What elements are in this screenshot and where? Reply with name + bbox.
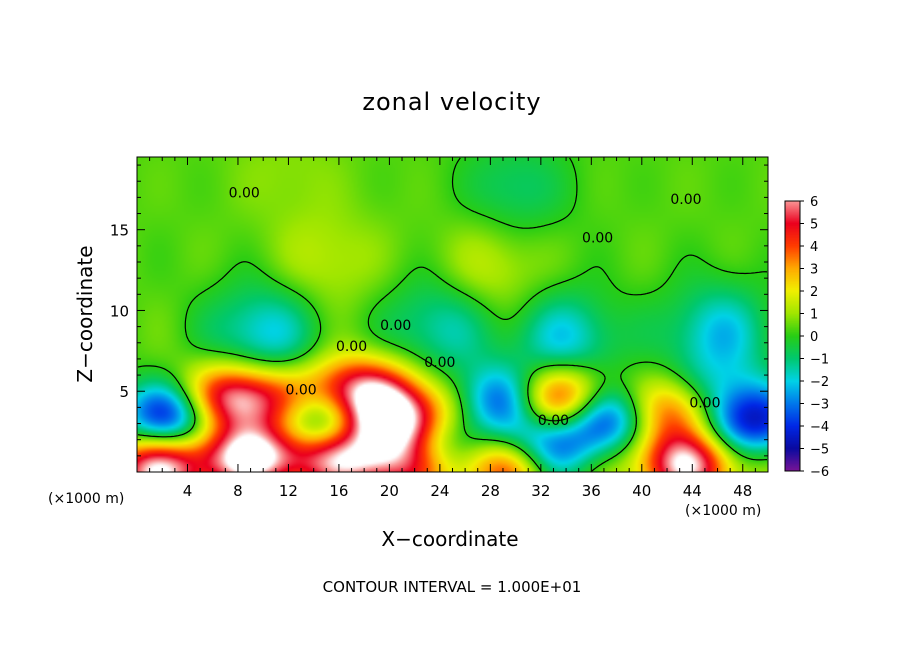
- contour-label: 0.00: [285, 382, 316, 398]
- y-tick-label: 10: [110, 302, 129, 320]
- x-unit-label-left: (×1000 m): [48, 491, 125, 507]
- y-tick-label: 5: [119, 383, 129, 401]
- colorbar-tick-label: 1: [810, 308, 818, 323]
- x-tick-label: 28: [481, 482, 500, 500]
- x-tick-label: 32: [531, 482, 550, 500]
- velocity-field: [137, 157, 768, 472]
- colorbar-tick-label: 0: [810, 330, 818, 345]
- contour-label: 0.00: [229, 185, 260, 201]
- x-tick-label: 16: [329, 482, 348, 500]
- colorbar-tick-label: 4: [810, 240, 818, 255]
- x-tick-label: 36: [582, 482, 601, 500]
- colorbar-tick-label: −5: [810, 443, 829, 458]
- contour-labels: 0.00 0.00 0.00 0.00 0.00 0.00 0.00 0.00 0.00: [229, 185, 721, 429]
- x-unit-label-right: (×1000 m): [685, 503, 762, 519]
- colorbar-tick-label: 5: [810, 218, 818, 233]
- colorbar-ticks: 6 5 4 3 2 1 0 −1 −2 −3 −4 −5 −6: [800, 195, 829, 480]
- x-axis: 4 8 12 16 20 24 28 32 36 40 44 48: [149, 157, 756, 500]
- x-tick-label: 40: [632, 482, 651, 500]
- colorbar-tick-label: 3: [810, 263, 818, 278]
- colorbar-tick-label: −4: [810, 420, 829, 435]
- x-tick-label: 8: [233, 482, 243, 500]
- colorbar-tick-label: −1: [810, 353, 829, 368]
- colorbar-tick-label: −2: [810, 375, 829, 390]
- contour-label: 0.00: [424, 355, 455, 371]
- x-tick-label: 20: [380, 482, 399, 500]
- contour-interval-note: CONTOUR INTERVAL = 1.000E+01: [322, 578, 582, 596]
- chart-title: zonal velocity: [362, 88, 542, 116]
- colorbar-tick-label: −6: [810, 465, 829, 480]
- y-tick-label: 15: [110, 222, 129, 240]
- colorbar: [785, 201, 800, 471]
- x-tick-label: 48: [733, 482, 752, 500]
- contour-label: 0.00: [689, 395, 720, 411]
- contour-label: 0.00: [538, 413, 569, 429]
- zero-contour-line: [137, 157, 768, 472]
- contour-label: 0.00: [670, 192, 701, 208]
- x-tick-label: 24: [430, 482, 449, 500]
- contour-label: 0.00: [336, 339, 367, 355]
- x-tick-label: 44: [683, 482, 702, 500]
- contour-lines: [137, 157, 768, 472]
- x-tick-label: 4: [183, 482, 193, 500]
- x-tick-label: 12: [279, 482, 298, 500]
- colorbar-tick-label: 6: [810, 195, 818, 210]
- colorbar-tick-label: −3: [810, 398, 829, 413]
- y-axis: 5 10 15: [110, 164, 768, 457]
- colorbar-tick-label: 2: [810, 285, 818, 300]
- contour-label: 0.00: [380, 318, 411, 334]
- y-axis-label: Z−coordinate: [73, 245, 97, 383]
- contour-label: 0.00: [582, 231, 613, 247]
- x-axis-label: X−coordinate: [381, 527, 519, 551]
